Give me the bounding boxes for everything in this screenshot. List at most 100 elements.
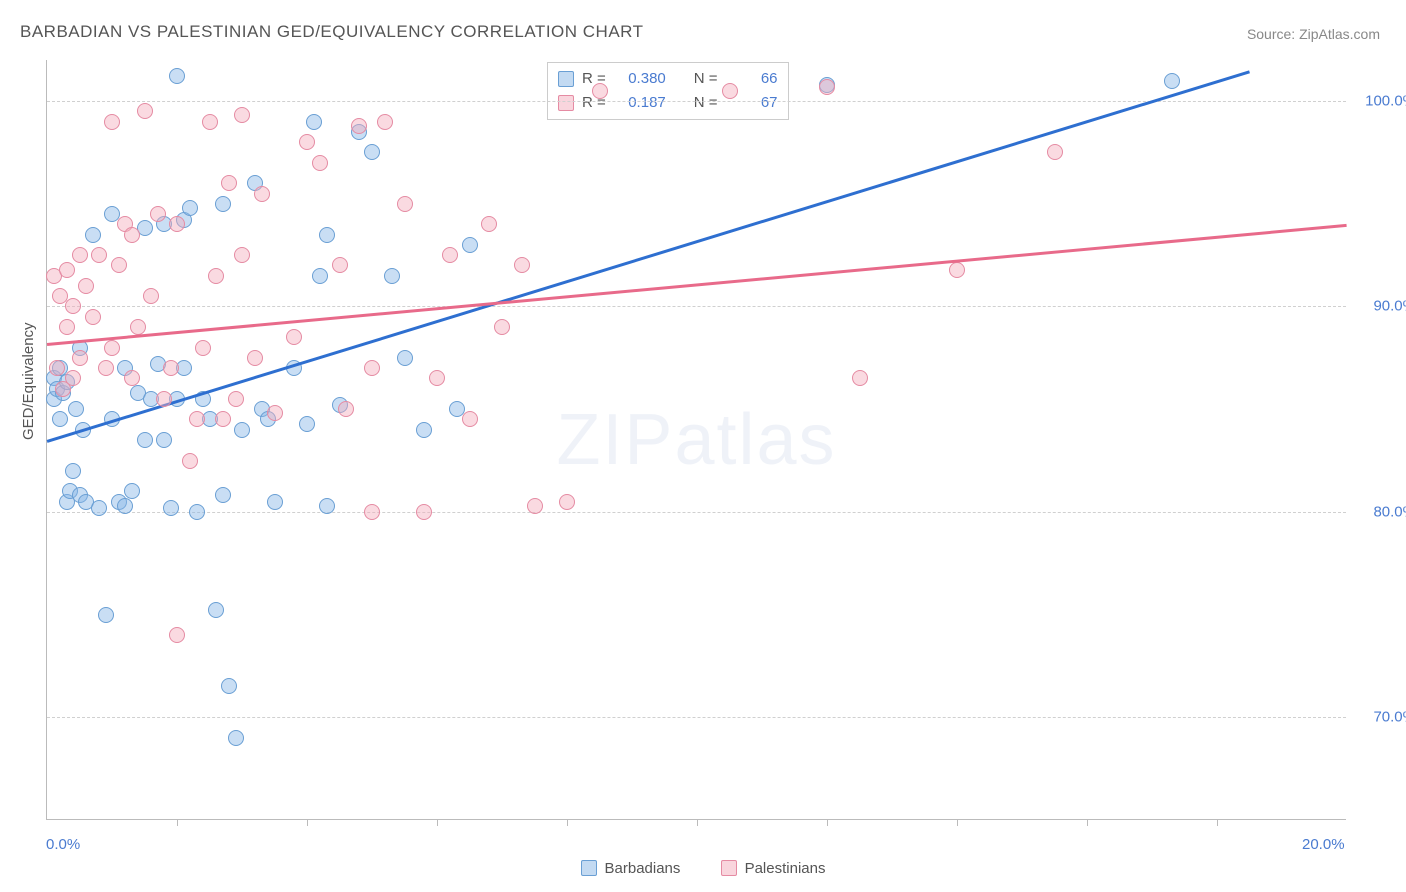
y-axis-label: GED/Equivalency [20,322,37,440]
y-tick-label: 100.0% [1356,93,1406,110]
x-tick-label: 0.0% [46,836,80,853]
trend-line-blue [47,70,1250,442]
r-value-barbadians: 0.380 [614,67,666,91]
marker-pink [104,114,120,130]
marker-pink [254,186,270,202]
marker-pink [286,329,302,345]
marker-blue [215,487,231,503]
marker-pink [202,114,218,130]
marker-blue [208,602,224,618]
marker-pink [949,262,965,278]
marker-pink [85,309,101,325]
marker-blue [462,237,478,253]
legend-row-palestinians: R = 0.187 N = 67 [558,91,778,115]
marker-blue [137,432,153,448]
marker-pink [364,360,380,376]
legend-label: Palestinians [745,860,826,877]
watermark: ZIPatlas [556,399,836,481]
marker-pink [514,257,530,273]
legend-label: Barbadians [605,860,681,877]
marker-blue [65,463,81,479]
marker-blue [124,483,140,499]
marker-pink [130,319,146,335]
marker-blue [52,411,68,427]
marker-pink [377,114,393,130]
chart-title: BARBADIAN VS PALESTINIAN GED/EQUIVALENCY… [20,22,644,42]
marker-pink [481,216,497,232]
marker-blue [221,678,237,694]
y-tick-label: 70.0% [1356,709,1406,726]
marker-pink [559,494,575,510]
x-tick [437,819,438,826]
marker-pink [163,360,179,376]
marker-pink [299,134,315,150]
marker-pink [169,627,185,643]
marker-pink [78,278,94,294]
source-label: Source: ZipAtlas.com [1247,26,1380,42]
marker-blue [189,504,205,520]
marker-pink [267,405,283,421]
marker-pink [98,360,114,376]
marker-pink [124,370,140,386]
legend-item-palestinians: Palestinians [721,860,826,877]
marker-pink [1047,144,1063,160]
x-tick [1087,819,1088,826]
marker-pink [65,298,81,314]
r-value-palestinians: 0.187 [614,91,666,115]
marker-pink [228,391,244,407]
marker-pink [150,206,166,222]
gridline-h [47,306,1346,307]
marker-pink [442,247,458,263]
marker-pink [234,247,250,263]
marker-pink [72,247,88,263]
marker-pink [72,350,88,366]
legend-item-barbadians: Barbadians [581,860,681,877]
marker-blue [117,498,133,514]
marker-pink [124,227,140,243]
marker-pink [247,350,263,366]
marker-blue [397,350,413,366]
marker-pink [111,257,127,273]
marker-pink [494,319,510,335]
marker-pink [722,83,738,99]
x-tick [567,819,568,826]
y-tick-label: 80.0% [1356,503,1406,520]
swatch-pink [721,860,737,876]
marker-pink [852,370,868,386]
marker-blue [364,144,380,160]
marker-pink [59,319,75,335]
x-tick [697,819,698,826]
marker-pink [416,504,432,520]
marker-pink [137,103,153,119]
x-tick [957,819,958,826]
marker-pink [592,83,608,99]
marker-pink [182,453,198,469]
marker-pink [91,247,107,263]
marker-blue [299,416,315,432]
marker-blue [319,498,335,514]
marker-blue [384,268,400,284]
marker-pink [338,401,354,417]
marker-pink [104,340,120,356]
marker-pink [208,268,224,284]
legend-stats: R = 0.380 N = 66 R = 0.187 N = 67 [547,62,789,120]
marker-pink [169,216,185,232]
x-tick [1217,819,1218,826]
gridline-h [47,512,1346,513]
marker-blue [215,196,231,212]
marker-pink [189,411,205,427]
x-tick [307,819,308,826]
marker-pink [397,196,413,212]
marker-pink [221,175,237,191]
marker-blue [156,432,172,448]
marker-blue [91,500,107,516]
marker-pink [215,411,231,427]
marker-blue [312,268,328,284]
marker-pink [312,155,328,171]
marker-pink [364,504,380,520]
swatch-pink [558,95,574,111]
marker-blue [68,401,84,417]
marker-pink [462,411,478,427]
marker-blue [306,114,322,130]
marker-pink [143,288,159,304]
